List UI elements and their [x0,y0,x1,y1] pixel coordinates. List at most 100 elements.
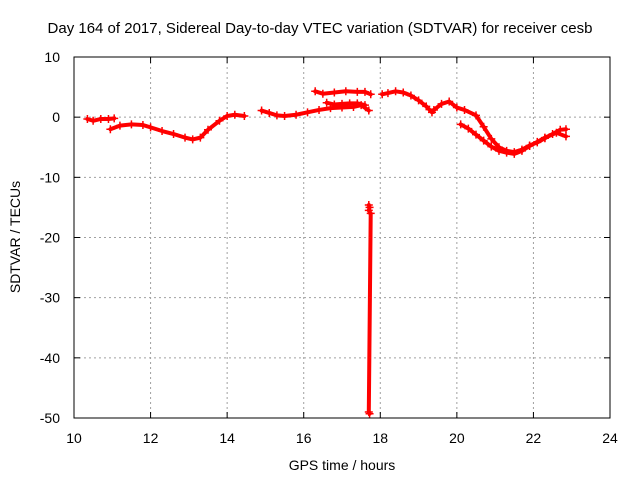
data-point [138,120,147,129]
data-point [364,407,373,416]
data-point [366,90,375,99]
data-point [406,91,415,100]
data-point [353,87,362,96]
chart-title: Day 164 of 2017, Sidereal Day-to-day VTE… [47,20,593,37]
data-point [223,111,232,120]
y-tick-label: -10 [40,169,60,185]
x-tick-label: 22 [526,430,542,446]
data-point [292,110,301,119]
series-arc-e [322,98,369,110]
data-point [188,135,197,144]
data-point [303,108,312,117]
data-point [360,101,369,110]
y-tick-label: -20 [40,230,60,246]
series-arc-b [106,110,249,144]
y-tick-label: -50 [40,410,60,426]
data-point [96,114,105,123]
data-point [487,134,496,143]
data-point [204,125,212,134]
x-tick-label: 14 [219,430,235,446]
data-point [366,209,375,218]
data-point [345,99,354,108]
series-arc-f [378,87,436,117]
data-point [330,88,339,97]
data-point [487,142,496,151]
data-point [280,111,289,120]
data-point [322,98,331,107]
data-point [472,111,480,120]
data-point [479,136,488,145]
data-point [552,128,561,137]
data-point [422,102,431,111]
data-point [456,120,465,129]
data-point [115,121,124,130]
data-point [378,90,387,99]
data-point [230,110,239,119]
data-point [494,146,503,155]
data-point [127,120,136,129]
x-tick-label: 18 [372,430,388,446]
data-point [353,99,362,108]
data-point [472,130,480,139]
data-point [83,114,92,123]
data-point [169,130,178,139]
data-point [240,111,249,120]
data-point [311,87,320,96]
series-trace [366,203,373,416]
data-point [479,122,488,131]
data-point [464,124,473,133]
data-point [561,125,570,134]
data-point [437,99,446,108]
x-tick-label: 12 [143,430,159,446]
x-tick-label: 10 [66,430,82,446]
y-tick-label: -40 [40,350,60,366]
data-point [110,114,119,123]
series-arc-h [456,120,570,158]
plot-frame [73,56,611,419]
x-axis-label: GPS time / hours [288,457,396,473]
data-point [89,116,98,125]
data-point [391,87,400,96]
x-tick-label: 24 [602,430,618,446]
data-point [365,409,374,418]
data-point [338,99,346,108]
data-point [525,142,534,151]
data-point [414,96,423,105]
data-point [196,133,205,142]
data-point [561,132,570,141]
data-point [341,87,350,96]
grid [74,57,610,418]
y-tick-label: -30 [40,290,60,306]
data-point [502,148,511,157]
data-point [272,111,281,120]
data-points [83,87,570,418]
data-point [445,97,454,106]
data-point [315,105,324,114]
data-point [215,116,224,125]
data-point [540,133,549,142]
y-tick-label: 10 [44,49,60,65]
x-tick-label: 20 [449,430,465,446]
series-arc-a [83,114,119,125]
x-tick-label: 16 [296,430,312,446]
data-point [399,88,408,97]
data-point [158,127,167,136]
data-point [265,108,274,117]
series-arc-d [311,87,375,99]
data-point [146,123,155,132]
data-point [181,133,190,142]
series-outliers [364,201,375,418]
data-point [360,87,369,96]
data-point [383,89,392,98]
data-point [106,125,115,134]
y-axis-label: SDTVAR / TECUs [7,180,23,294]
data-point [429,105,438,114]
data-point [517,146,526,155]
data-point [318,89,327,98]
data-point [330,100,339,109]
tick-labels: 10 12 14 16 18 20 22 24 10 0 -10 -20 -30 -40 -50 [40,49,618,446]
data-point [257,106,266,115]
data-point [510,149,519,158]
data-point [533,137,542,146]
